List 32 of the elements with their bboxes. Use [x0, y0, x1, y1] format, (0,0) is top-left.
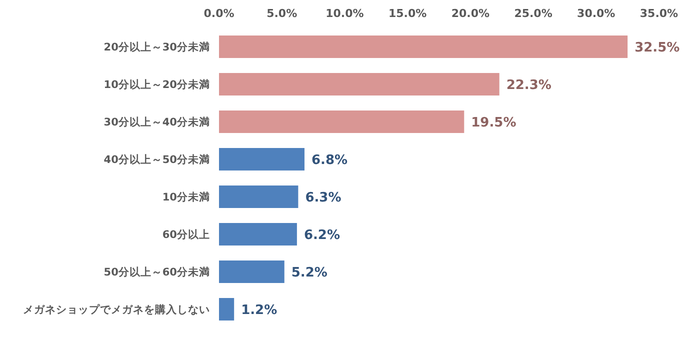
- bar: [219, 73, 500, 96]
- data-label: 6.3%: [305, 190, 342, 206]
- y-tick-label: 50分以上～60分未満: [104, 265, 210, 278]
- x-tick-label: 5.0%: [266, 7, 298, 20]
- x-tick-label: 35.0%: [640, 7, 678, 20]
- bar: [219, 260, 284, 283]
- bar: [219, 298, 234, 320]
- bar: [219, 148, 304, 170]
- x-tick-label: 20.0%: [451, 7, 490, 20]
- x-tick-label: 10.0%: [326, 7, 364, 20]
- bar: [219, 223, 297, 246]
- y-tick-label: 10分未満: [162, 190, 210, 204]
- data-label: 6.8%: [311, 152, 348, 168]
- bar: [219, 36, 628, 58]
- y-tick-label: メガネショップでメガネを購入しない: [23, 302, 210, 316]
- x-tick-label: 0.0%: [204, 7, 234, 20]
- data-label: 5.2%: [291, 265, 328, 280]
- y-tick-label: 10分以上～20分未満: [104, 78, 210, 91]
- y-tick-label: 60分以上: [162, 228, 210, 241]
- data-label: 19.5%: [471, 115, 516, 130]
- bar: [219, 186, 298, 208]
- bar: [219, 110, 464, 133]
- data-label: 6.2%: [304, 228, 340, 243]
- data-label: 1.2%: [241, 302, 278, 318]
- y-tick-label: 30分以上～40分未満: [104, 115, 210, 128]
- x-tick-label: 30.0%: [577, 7, 616, 20]
- y-tick-label: 20分以上～30分未満: [104, 40, 210, 54]
- data-label: 32.5%: [634, 40, 680, 56]
- x-tick-label: 15.0%: [388, 7, 427, 20]
- x-tick-label: 25.0%: [514, 7, 552, 20]
- y-tick-label: 40分以上～50分未満: [104, 152, 210, 166]
- data-label: 22.3%: [506, 78, 552, 93]
